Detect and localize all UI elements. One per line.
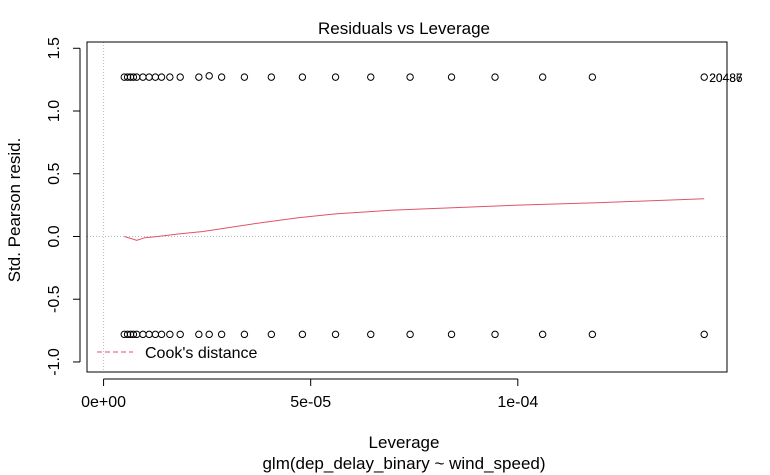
- data-point: [267, 330, 276, 339]
- y-tick-label: 0.5: [46, 163, 63, 185]
- chart-title: Residuals vs Leverage: [318, 19, 490, 38]
- legend-label-cooks-distance: Cook's distance: [145, 345, 258, 362]
- data-point: [367, 330, 375, 339]
- data-point: [298, 330, 307, 339]
- data-point: [367, 73, 375, 81]
- data-point: [123, 330, 132, 339]
- data-point: [157, 73, 166, 81]
- y-axis-label: Std. Pearson resid.: [5, 138, 24, 283]
- cooks-distance-curve: [124, 198, 705, 241]
- x-tick-label: 1e-04: [497, 394, 538, 411]
- y-tick-label: 0.0: [46, 225, 63, 247]
- data-point: [538, 330, 547, 339]
- data-point: [491, 73, 499, 81]
- data-point: [217, 330, 226, 339]
- data-point: [129, 330, 138, 339]
- x-tick-label: 0e+00: [81, 394, 126, 411]
- data-point: [447, 73, 456, 81]
- data-point: [588, 73, 597, 81]
- data-point: [700, 73, 708, 81]
- y-tick-label: -0.5: [46, 285, 63, 313]
- y-tick-label: -1.0: [46, 348, 63, 376]
- data-point: [588, 330, 597, 339]
- legend: Cook's distance: [97, 345, 258, 362]
- data-point: [538, 73, 547, 81]
- data-point: [166, 73, 174, 81]
- data-point: [298, 73, 307, 81]
- cooks-distance-line: [124, 198, 705, 241]
- plot-frame: [86, 41, 728, 373]
- data-point: [217, 73, 226, 81]
- x-axis: 0e+00 5e-05 1e-04: [81, 378, 538, 411]
- data-point: [331, 330, 340, 339]
- data-point: [157, 330, 166, 339]
- y-axis: -1.0 -0.5 0.0 0.5 1.0 1.5: [46, 37, 81, 376]
- point-label: 20487: [709, 71, 743, 85]
- data-point: [700, 330, 708, 339]
- data-point: [205, 330, 213, 339]
- data-point: [240, 330, 249, 339]
- reference-lines: [87, 42, 727, 372]
- chart-subtitle: glm(dep_delay_binary ~ wind_speed): [262, 454, 545, 473]
- x-axis-label: Leverage: [369, 433, 440, 452]
- data-point: [205, 72, 213, 80]
- data-point: [331, 73, 340, 81]
- data-point: [267, 73, 276, 81]
- data-point: [447, 330, 456, 339]
- point-label: 20486: [709, 71, 743, 85]
- data-point: [195, 73, 203, 81]
- data-point: [491, 330, 499, 339]
- data-point: [176, 73, 184, 81]
- data-point: [166, 330, 174, 339]
- data-points: [120, 72, 708, 339]
- data-point: [406, 330, 414, 339]
- data-point: [406, 73, 414, 81]
- x-tick-label: 5e-05: [290, 394, 331, 411]
- y-tick-label: 1.0: [46, 100, 63, 122]
- y-tick-label: 1.5: [46, 37, 63, 59]
- data-point: [195, 330, 203, 339]
- data-point: [123, 73, 132, 81]
- data-point: [129, 73, 138, 81]
- data-point: [176, 330, 184, 339]
- data-point: [240, 73, 249, 81]
